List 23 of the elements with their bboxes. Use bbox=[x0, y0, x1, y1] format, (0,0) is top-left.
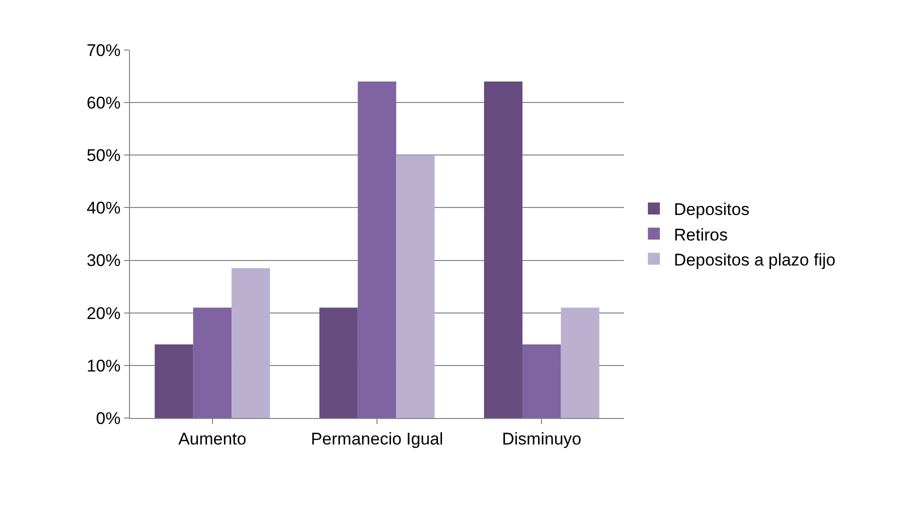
bar bbox=[396, 155, 435, 418]
x-tick-label: Permanecio Igual bbox=[310, 429, 444, 448]
y-tick-label: 20% bbox=[86, 304, 121, 323]
bar bbox=[522, 344, 561, 418]
y-tick-label: 40% bbox=[86, 198, 121, 218]
legend-label: Depositos a plazo fijo bbox=[674, 250, 836, 270]
y-tick-label: 60% bbox=[86, 94, 121, 113]
bar bbox=[484, 82, 522, 418]
y-tick-label: 10% bbox=[86, 356, 121, 376]
y-tick-label: 30% bbox=[86, 251, 121, 270]
legend-label: Depositos bbox=[674, 200, 750, 220]
y-tick-label: 70% bbox=[86, 40, 121, 60]
x-tick-label: Disminuyo bbox=[502, 429, 582, 448]
bar bbox=[560, 308, 600, 418]
bar bbox=[232, 268, 270, 418]
legend-label: Retiros bbox=[674, 225, 728, 244]
y-tick-label: 50% bbox=[86, 146, 121, 166]
x-tick-label: Aumento bbox=[178, 429, 246, 448]
bar bbox=[358, 82, 396, 418]
bar bbox=[154, 344, 194, 418]
bar bbox=[193, 308, 232, 418]
bar bbox=[319, 308, 358, 418]
y-tick-label: 0% bbox=[96, 408, 121, 428]
